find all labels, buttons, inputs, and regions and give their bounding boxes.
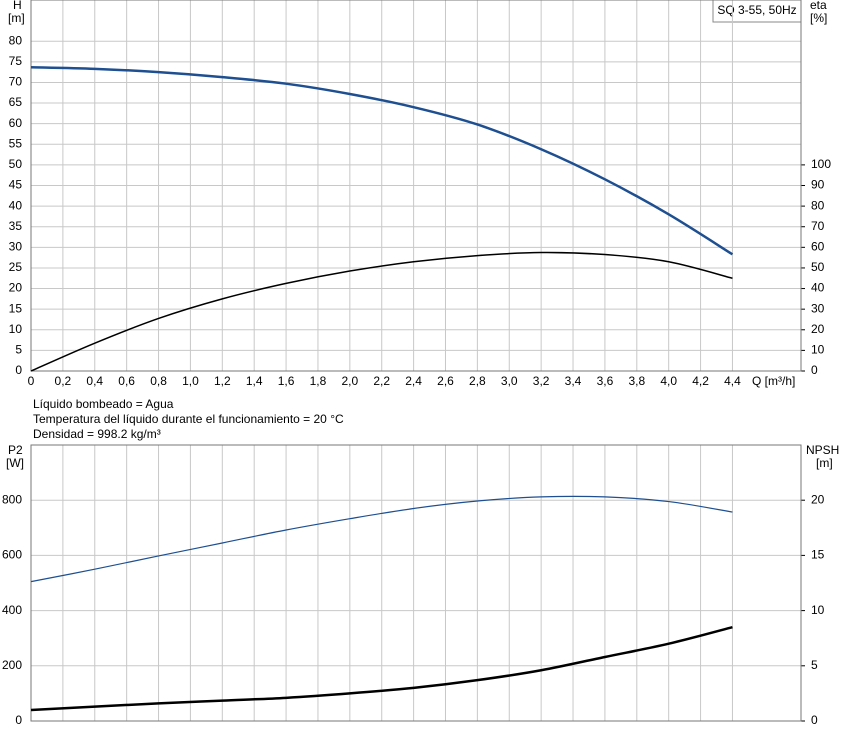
plot-frame xyxy=(30,0,802,372)
y2-tick-label: 100 xyxy=(811,157,831,171)
y2-tick-label: 10 xyxy=(811,603,825,617)
y-tick-label: 55 xyxy=(9,136,23,150)
y-tick-label: 5 xyxy=(15,343,22,357)
x-tick-label: 2,2 xyxy=(373,374,390,388)
y-tick-label: 75 xyxy=(9,54,23,68)
pump-label: SQ 3-55, 50Hz xyxy=(717,3,796,17)
y-tick-label: 800 xyxy=(2,492,22,506)
y2-tick-label: 10 xyxy=(811,343,825,357)
x-tick-label: 0,4 xyxy=(86,374,103,388)
y2-tick-label: 20 xyxy=(811,492,825,506)
y2-tick-label: 40 xyxy=(811,281,825,295)
y-tick-label: 20 xyxy=(9,281,23,295)
y2-tick-label: 60 xyxy=(811,240,825,254)
curve xyxy=(30,625,733,712)
x-tick-label: 3,8 xyxy=(628,374,645,388)
y-tick-label: 45 xyxy=(9,178,23,192)
y2-tick-label: 20 xyxy=(811,322,825,336)
y2-tick-label: 15 xyxy=(811,548,825,562)
y2-unit: [m] xyxy=(816,456,833,470)
y-tick-label: 65 xyxy=(9,95,23,109)
x-tick-label: 2,8 xyxy=(469,374,486,388)
y-tick-label: 70 xyxy=(9,75,23,89)
plot-frame xyxy=(30,444,802,722)
y2-unit: [%] xyxy=(810,11,827,25)
x-label: Q [m³/h] xyxy=(752,374,795,388)
x-tick-label: 1,6 xyxy=(278,374,295,388)
y-tick-label: 10 xyxy=(9,322,23,336)
y2-tick-label: 70 xyxy=(811,219,825,233)
note: Temperatura del líquido durante el funci… xyxy=(33,412,344,426)
note: Densidad = 998.2 kg/m³ xyxy=(33,427,161,441)
y-tick-label: 40 xyxy=(9,198,23,212)
curve xyxy=(30,65,734,256)
x-tick-label: 3,4 xyxy=(565,374,582,388)
y-label: P2 xyxy=(8,443,23,457)
x-tick-label: 3,6 xyxy=(597,374,614,388)
y2-tick-label: 90 xyxy=(811,178,825,192)
y-tick-label: 0 xyxy=(15,363,22,377)
x-tick-label: 0 xyxy=(28,374,35,388)
y-unit: [m] xyxy=(8,11,25,25)
x-tick-label: 4,4 xyxy=(724,374,741,388)
x-tick-label: 1,2 xyxy=(214,374,231,388)
y-tick-label: 15 xyxy=(9,301,23,315)
x-tick-label: 1,0 xyxy=(182,374,199,388)
x-tick-label: 3,2 xyxy=(533,374,550,388)
y-tick-label: 25 xyxy=(9,260,23,274)
y2-label: NPSH xyxy=(806,443,839,457)
y2-tick-label: 50 xyxy=(811,260,825,274)
y-tick-label: 80 xyxy=(9,33,23,47)
curve xyxy=(30,495,733,583)
x-tick-label: 1,4 xyxy=(246,374,263,388)
y2-tick-label: 0 xyxy=(811,363,818,377)
y2-tick-label: 5 xyxy=(811,658,818,672)
x-tick-label: 4,0 xyxy=(660,374,677,388)
y-tick-label: 400 xyxy=(2,603,22,617)
y-tick-label: 50 xyxy=(9,157,23,171)
y2-tick-label: 80 xyxy=(811,198,825,212)
y-tick-label: 0 xyxy=(15,713,22,727)
y2-label: eta xyxy=(810,0,827,12)
y2-tick-label: 30 xyxy=(811,301,825,315)
y-tick-label: 35 xyxy=(9,219,23,233)
y-tick-label: 30 xyxy=(9,240,23,254)
x-tick-label: 0,6 xyxy=(118,374,135,388)
y-unit: [W] xyxy=(6,456,24,470)
y-tick-label: 600 xyxy=(2,548,22,562)
x-tick-label: 2,4 xyxy=(405,374,422,388)
y2-tick-label: 0 xyxy=(811,713,818,727)
y-label: H xyxy=(13,0,22,12)
x-tick-label: 3,0 xyxy=(501,374,518,388)
x-tick-label: 1,8 xyxy=(310,374,327,388)
y-tick-label: 200 xyxy=(2,658,22,672)
x-tick-label: 2,0 xyxy=(341,374,358,388)
note: Líquido bombeado = Agua xyxy=(33,397,174,411)
x-tick-label: 4,2 xyxy=(692,374,709,388)
x-tick-label: 0,8 xyxy=(150,374,167,388)
curve xyxy=(30,251,733,372)
x-tick-label: 2,6 xyxy=(437,374,454,388)
y-tick-label: 60 xyxy=(9,116,23,130)
x-tick-label: 0,2 xyxy=(55,374,72,388)
